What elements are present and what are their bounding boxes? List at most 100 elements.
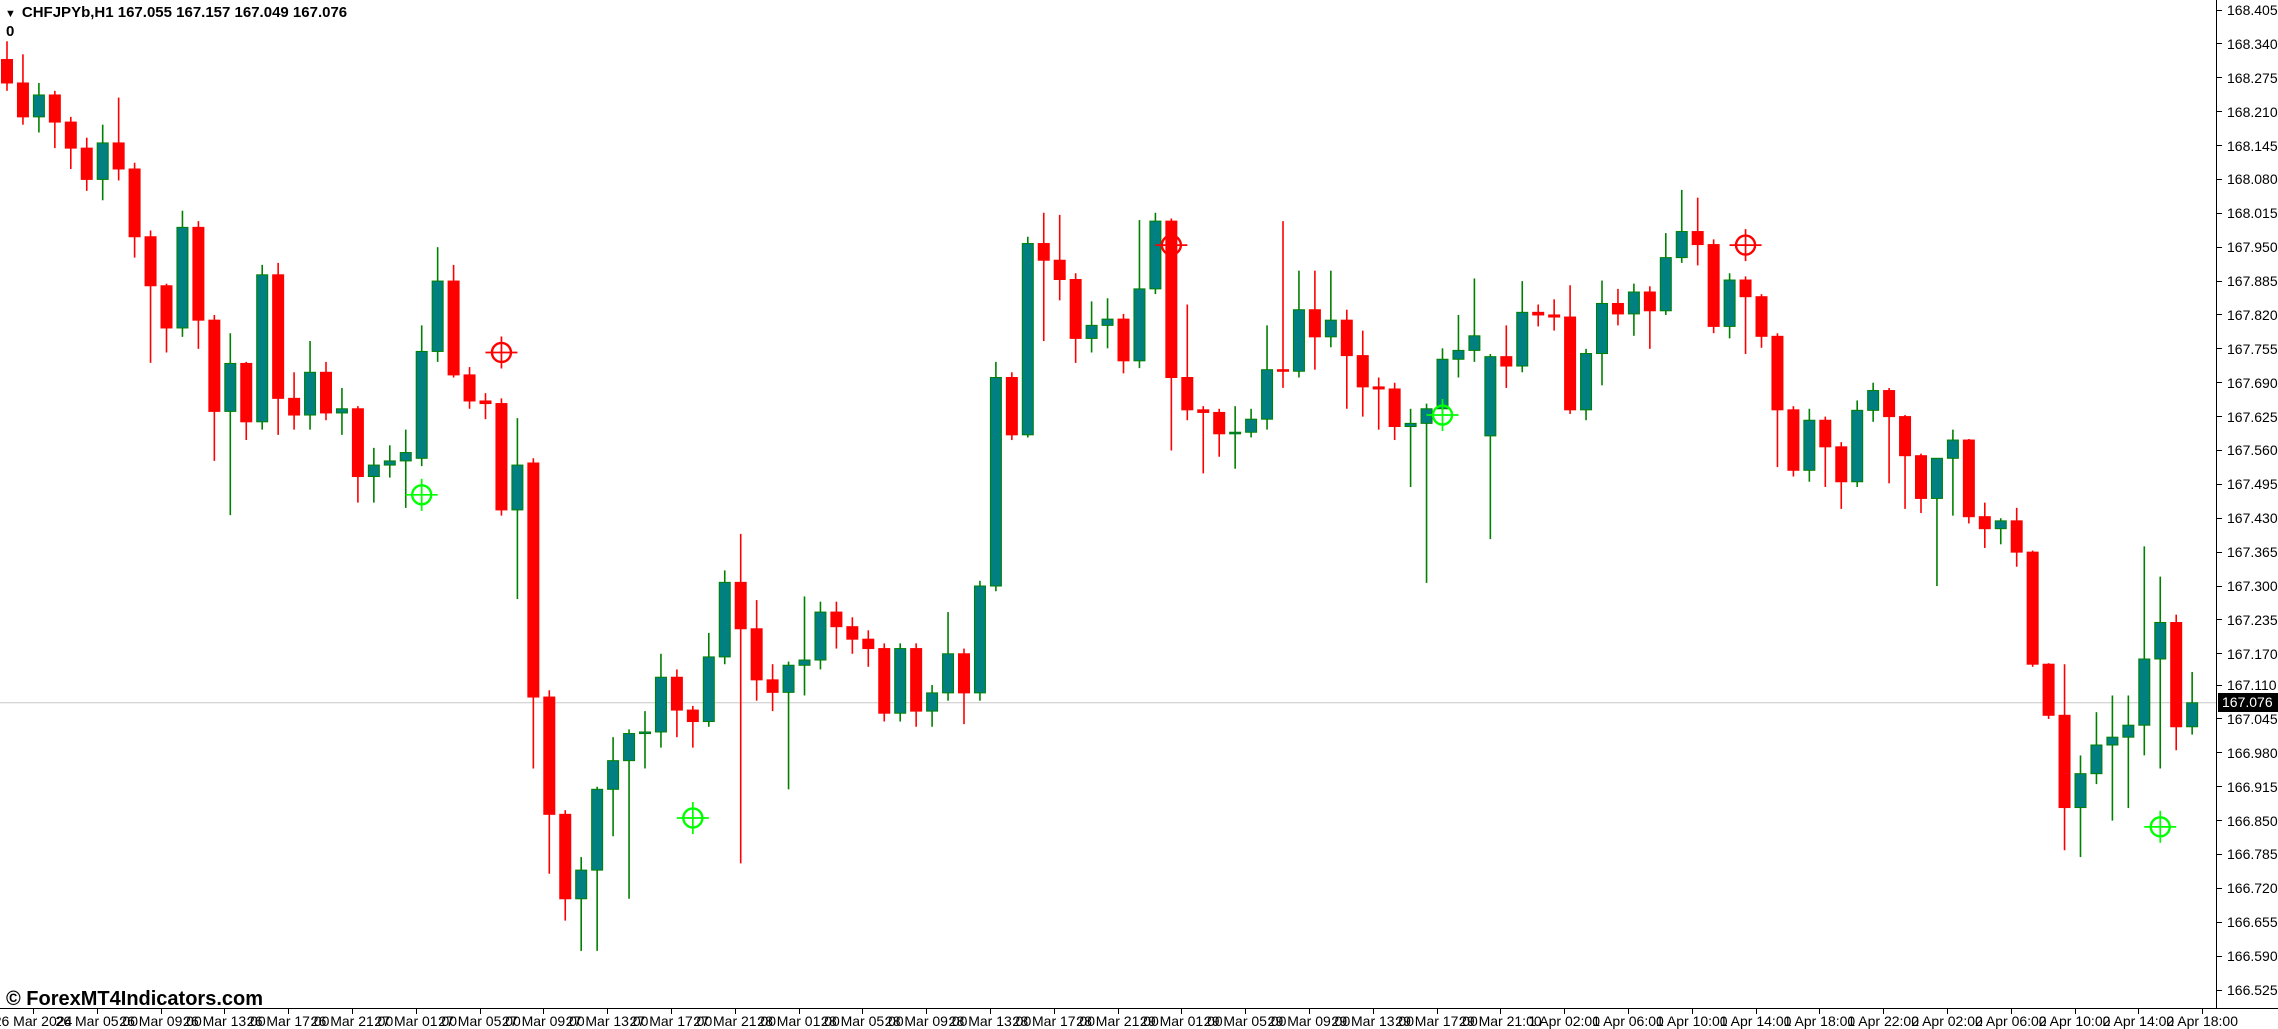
price-axis-label: 167.950 xyxy=(2227,239,2278,256)
price-axis-label: 167.430 xyxy=(2227,510,2278,527)
price-axis-tick xyxy=(2216,585,2222,587)
price-axis-label: 167.690 xyxy=(2227,374,2278,391)
time-axis-label: 26 Mar 21:00 xyxy=(310,1013,394,1029)
time-axis-label: 27 Mar 01:00 xyxy=(374,1013,458,1029)
buy-signal-icon xyxy=(676,801,709,834)
bull-candle xyxy=(942,653,955,694)
bear-candle xyxy=(1117,318,1130,362)
time-axis-label: 1 Apr 18:00 xyxy=(1783,1013,1856,1029)
price-axis-tick xyxy=(2216,449,2222,451)
price-axis-tick xyxy=(2216,348,2222,350)
time-axis-tick xyxy=(288,1008,290,1014)
price-axis-tick xyxy=(2216,786,2222,788)
bull-candle xyxy=(718,581,731,658)
bull-candle xyxy=(926,692,939,712)
bear-candle xyxy=(830,611,843,628)
bear-candle xyxy=(1277,369,1289,372)
bull-candle xyxy=(1627,291,1640,315)
time-axis-tick xyxy=(1628,1008,1629,1014)
bull-candle xyxy=(2154,622,2167,660)
buy-signal-icon xyxy=(2144,810,2177,843)
bear-candle xyxy=(1,59,13,84)
price-axis-tick xyxy=(2216,955,2222,957)
symbol-dropdown-arrow-icon[interactable]: ▼ xyxy=(5,8,16,20)
time-axis-label: 2 Apr 02:00 xyxy=(1911,1013,1983,1029)
price-axis-tick xyxy=(2216,989,2222,991)
time-axis-tick xyxy=(1564,1008,1566,1014)
time-axis-tick xyxy=(607,1008,609,1014)
bear-candle xyxy=(1819,419,1832,448)
price-axis-tick xyxy=(2216,752,2222,754)
bull-candle xyxy=(1452,349,1465,360)
price-axis-label: 168.145 xyxy=(2227,137,2278,154)
price-axis-label: 167.235 xyxy=(2227,611,2278,628)
time-axis-label: 26 Mar 09:00 xyxy=(119,1013,202,1029)
bear-candle xyxy=(846,626,859,640)
time-axis-tick xyxy=(671,1008,672,1014)
bull-candle xyxy=(1085,324,1098,339)
bull-candle xyxy=(304,371,317,416)
price-axis-tick xyxy=(2216,212,2222,214)
bear-candle xyxy=(192,226,205,321)
symbol-timeframe-label: CHFJPYb,H1 xyxy=(21,4,114,21)
bear-candle xyxy=(447,280,460,376)
bull-candle xyxy=(1946,439,1959,459)
bear-candle xyxy=(910,648,923,712)
bear-candle xyxy=(1500,356,1513,367)
bear-candle xyxy=(1755,296,1768,337)
price-axis-label: 166.850 xyxy=(2227,812,2278,829)
time-axis-tick xyxy=(2010,1008,2012,1014)
price-axis-label: 168.340 xyxy=(2227,35,2278,52)
price-axis-label: 168.080 xyxy=(2227,171,2278,188)
bear-candle xyxy=(750,628,763,681)
time-axis-tick xyxy=(990,1008,991,1014)
bull-candle xyxy=(894,648,907,714)
time-axis-label: 27 Mar 05:00 xyxy=(438,1013,521,1029)
bull-candle xyxy=(1324,319,1337,338)
bear-candle xyxy=(1564,316,1577,411)
bull-candle xyxy=(2138,658,2151,726)
time-axis[interactable]: 26 Mar 2024 26 Mar 05:00 26 Mar 09:00 26 Ma… xyxy=(0,1008,2278,1029)
sell-signal-icon xyxy=(1729,229,1762,262)
time-axis-tick xyxy=(415,1008,417,1014)
signal-markers-layer xyxy=(405,229,2177,843)
price-axis-tick xyxy=(2216,517,2222,519)
bear-candle xyxy=(766,679,779,693)
bull-candle xyxy=(973,585,986,694)
time-axis-tick xyxy=(1181,1008,1183,1014)
price-chart-canvas[interactable] xyxy=(0,0,2216,1008)
bull-candle xyxy=(1133,288,1146,362)
price-axis-tick xyxy=(2216,145,2222,147)
bear-candle xyxy=(1372,386,1385,390)
bear-candle xyxy=(2042,663,2055,716)
bear-candle xyxy=(320,371,332,414)
bear-candle xyxy=(1771,335,1784,411)
bull-candle xyxy=(1723,279,1736,327)
price-axis[interactable]: 167.076 168.405 168.340 168.275 168.210 168.… xyxy=(2216,0,2278,1008)
price-axis-label: 166.720 xyxy=(2227,880,2278,897)
bear-candle xyxy=(734,581,747,630)
bull-candle xyxy=(2074,773,2087,809)
bear-candle xyxy=(1978,516,1991,530)
bear-candle xyxy=(272,274,285,399)
price-axis-tick xyxy=(2216,619,2222,621)
bear-candle xyxy=(80,147,93,180)
bull-candle xyxy=(1516,311,1529,367)
bull-candle xyxy=(383,460,396,466)
bear-candle xyxy=(1915,455,1927,499)
bull-candle xyxy=(782,664,795,693)
price-axis-label: 167.495 xyxy=(2227,476,2278,493)
time-axis-tick xyxy=(543,1008,545,1014)
time-axis-label: 28 Mar 09:00 xyxy=(884,1013,968,1029)
bear-candle xyxy=(144,236,157,287)
price-axis-label: 166.590 xyxy=(2227,948,2278,965)
price-axis-tick xyxy=(2216,853,2222,855)
bull-candle xyxy=(176,226,189,329)
time-axis-label: 26 Mar 17:00 xyxy=(246,1013,330,1029)
bear-candle xyxy=(64,121,77,149)
chart-plot-area[interactable]: ▼ CHFJPYb,H1 167.055 167.157 167.049 167.… xyxy=(0,0,2216,1010)
sell-signal-icon xyxy=(485,336,518,369)
bull-candle xyxy=(2186,702,2199,728)
price-axis-label: 167.625 xyxy=(2227,408,2278,425)
